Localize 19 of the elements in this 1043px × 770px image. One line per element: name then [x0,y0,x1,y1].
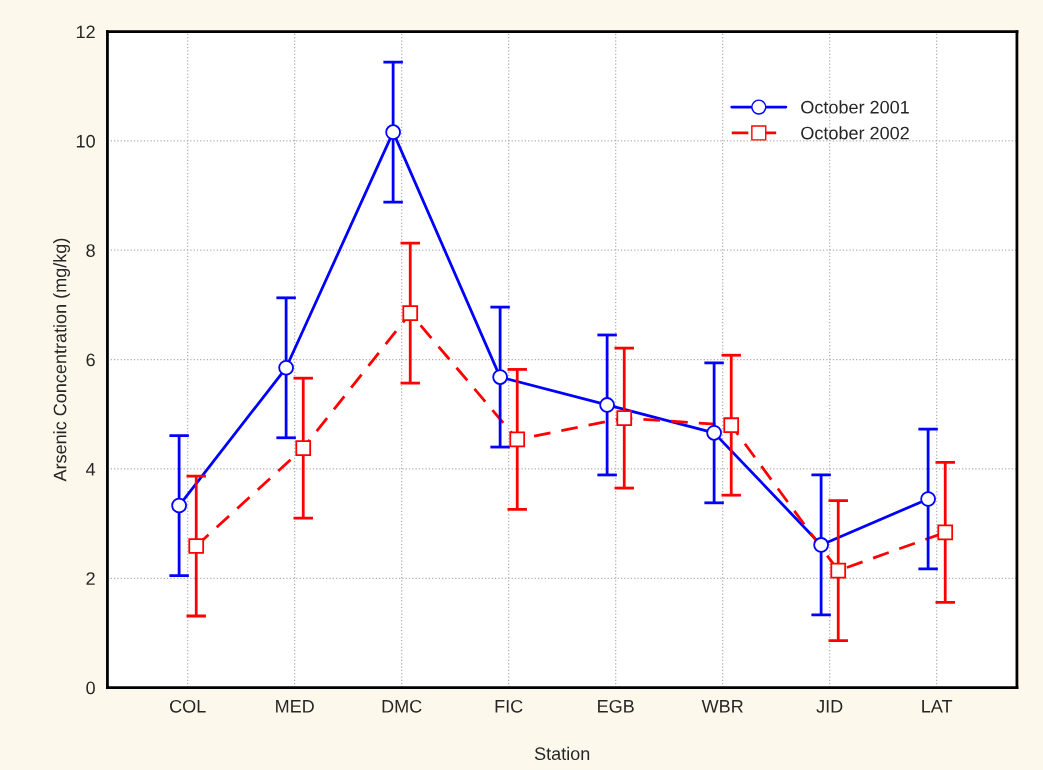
x-tick-label: FIC [495,699,523,713]
y-tick-label: 8 [86,244,95,257]
legend-label: October 2001 [801,100,909,114]
y-tick-label: 2 [86,572,95,585]
x-tick-label: JID [816,700,843,713]
x-tick-label: WBR [701,700,743,713]
y-axis-title: Arsenic Concentration (mg/kg) [53,238,70,482]
legend-label: October 2002 [801,126,909,140]
x-axis-title: Station [534,746,590,761]
y-tick-label: 6 [86,353,95,367]
x-tick-label: MED [276,700,314,713]
x-tick-label: LAT [922,700,953,713]
y-tick-label: 4 [86,463,96,476]
y-tick-label: 12 [76,25,95,39]
y-tick-label: 0 [86,681,95,695]
y-tick-label: 10 [76,134,95,148]
x-tick-label: EGB [598,699,634,713]
x-tick-label: COL [170,699,206,713]
x-tick-label: DMC [382,699,422,713]
